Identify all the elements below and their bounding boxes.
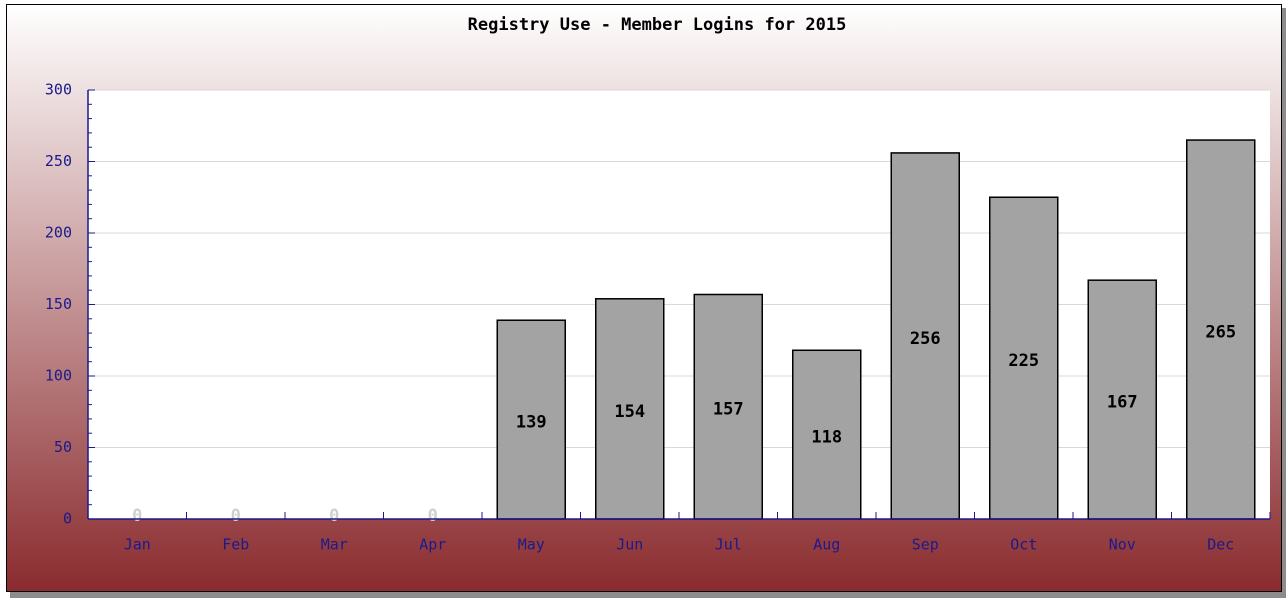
value-label: 0: [428, 506, 438, 526]
x-tick-label: Jun: [616, 536, 643, 554]
x-tick-label: May: [518, 536, 545, 554]
value-label: 225: [1008, 351, 1039, 371]
y-tick-label: 150: [45, 295, 72, 313]
bar: [890, 152, 960, 520]
x-tick-label: Mar: [321, 536, 348, 554]
bar: [1087, 279, 1157, 520]
x-tick-label: Feb: [222, 536, 249, 554]
value-label: 139: [516, 413, 547, 433]
x-tick-label: Sep: [912, 536, 939, 554]
bar: [496, 319, 566, 520]
y-tick-label: 100: [45, 367, 72, 385]
value-label: 167: [1107, 393, 1138, 413]
x-tick-label: Jan: [124, 536, 151, 554]
x-tick-label: Dec: [1207, 536, 1234, 554]
bar: [1186, 139, 1256, 520]
y-tick-label: 250: [45, 152, 72, 170]
bar: [989, 196, 1059, 520]
value-label: 118: [811, 428, 842, 448]
chart-title: Registry Use - Member Logins for 2015: [468, 15, 847, 35]
x-tick-label: Apr: [419, 536, 446, 554]
value-label: 154: [614, 402, 645, 422]
x-tick-label: Aug: [813, 536, 840, 554]
value-label: 0: [132, 506, 142, 526]
value-label: 0: [231, 506, 241, 526]
bar: [595, 298, 665, 520]
x-tick-label: Oct: [1010, 536, 1037, 554]
y-tick-label: 200: [45, 224, 72, 242]
y-tick-label: 0: [63, 510, 72, 528]
y-tick-label: 300: [45, 81, 72, 99]
value-label: 0: [329, 506, 339, 526]
x-tick-label: Nov: [1109, 536, 1136, 554]
value-label: 265: [1205, 323, 1236, 343]
y-tick-label: 50: [54, 438, 72, 456]
value-label: 256: [910, 329, 941, 349]
x-tick-label: Jul: [715, 536, 742, 554]
value-label: 157: [713, 400, 744, 420]
bar: [693, 293, 763, 520]
